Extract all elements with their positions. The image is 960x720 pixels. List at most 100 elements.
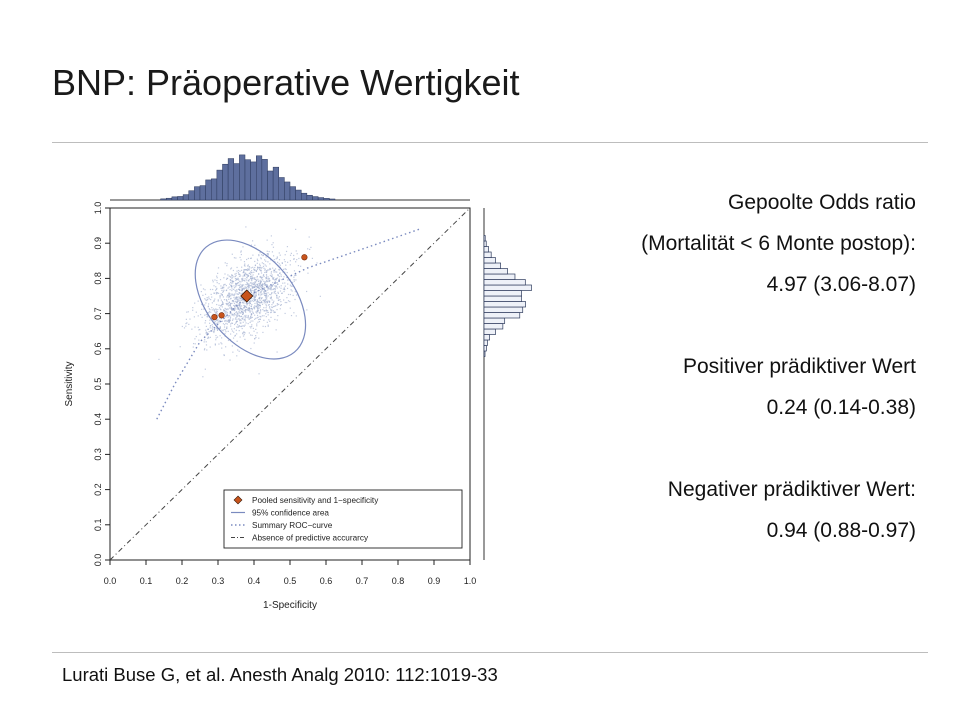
scatter-point <box>231 322 234 324</box>
scatter-point <box>278 269 281 271</box>
scatter-point <box>241 284 243 286</box>
scatter-point <box>263 307 265 309</box>
scatter-point <box>243 279 245 282</box>
scatter-point <box>248 301 250 303</box>
scatter-point <box>199 328 201 331</box>
scatter-point <box>208 303 210 305</box>
scatter-point <box>225 302 227 305</box>
scatter-point <box>236 296 238 299</box>
scatter-point <box>247 283 249 285</box>
scatter-point <box>255 328 257 330</box>
scatter-point <box>265 307 267 309</box>
scatter-point <box>268 279 271 281</box>
scatter-point <box>251 285 253 288</box>
scatter-point <box>199 333 201 335</box>
scatter-point <box>258 320 261 323</box>
scatter-point <box>195 335 197 338</box>
scatter-point <box>279 278 281 280</box>
scatter-point <box>256 286 258 288</box>
legend-entry: Summary ROC−curve <box>252 521 333 530</box>
scatter-point <box>240 269 243 271</box>
scatter-point <box>251 283 253 285</box>
scatter-point <box>231 275 234 277</box>
scatter-point <box>264 287 266 289</box>
scatter-point <box>281 292 283 294</box>
scatter-point <box>257 321 259 323</box>
scatter-point <box>265 315 267 318</box>
scatter-point <box>251 325 253 328</box>
scatter-point <box>222 290 225 293</box>
scatter-point <box>259 252 261 254</box>
scatter-point <box>259 306 261 308</box>
scatter-point <box>283 290 285 293</box>
scatter-point <box>216 327 218 329</box>
scatter-point <box>264 293 266 295</box>
scatter-point <box>227 293 230 295</box>
scatter-point <box>254 306 256 308</box>
x-tick-label: 0.1 <box>140 576 153 586</box>
scatter-point <box>223 326 226 328</box>
scatter-point <box>247 289 249 291</box>
scatter-point <box>250 320 252 322</box>
scatter-point <box>269 288 271 290</box>
scatter-point <box>235 321 238 323</box>
scatter-point <box>287 300 290 302</box>
scatter-point <box>286 287 289 290</box>
scatter-point <box>247 309 249 311</box>
scatter-point <box>255 278 257 281</box>
scatter-point <box>295 274 297 276</box>
scatter-point <box>242 301 244 303</box>
scatter-point <box>258 297 260 300</box>
scatter-point <box>206 299 208 302</box>
scatter-point <box>226 277 229 280</box>
scatter-point <box>236 297 238 299</box>
top-histogram-bar <box>323 198 330 201</box>
scatter-point <box>244 280 246 282</box>
scatter-point <box>236 289 238 291</box>
scatter-point <box>283 287 285 289</box>
scatter-point <box>283 299 285 301</box>
scatter-point <box>236 320 238 322</box>
scatter-point <box>209 346 211 348</box>
scatter-point <box>276 282 278 284</box>
scatter-point <box>233 288 235 290</box>
scatter-point <box>234 300 236 302</box>
scatter-point <box>228 321 230 323</box>
scatter-point <box>230 303 232 305</box>
scatter-point <box>214 298 216 300</box>
scatter-point <box>243 306 246 308</box>
scatter-point <box>231 280 233 282</box>
scatter-point <box>223 285 225 287</box>
scatter-point <box>236 278 238 281</box>
scatter-point <box>269 293 271 296</box>
scatter-point <box>264 294 266 297</box>
scatter-point <box>266 311 268 313</box>
scatter-point <box>206 349 208 351</box>
scatter-point <box>252 286 254 288</box>
scatter-point <box>213 331 215 334</box>
scatter-point <box>259 281 262 283</box>
scatter-point <box>296 259 298 261</box>
scatter-point <box>234 318 236 320</box>
scatter-point <box>207 305 209 307</box>
scatter-point <box>216 311 218 313</box>
scatter-point <box>249 285 251 287</box>
scatter-point <box>223 354 225 356</box>
scatter-point <box>243 319 245 321</box>
scatter-point <box>251 316 253 319</box>
scatter-point <box>237 349 239 351</box>
scatter-point <box>242 288 244 290</box>
scatter-point <box>278 252 280 254</box>
y-tick-label: 0.7 <box>93 307 103 320</box>
scatter-point <box>247 285 249 287</box>
scatter-point <box>233 323 236 326</box>
scatter-point <box>223 283 225 286</box>
scatter-point <box>267 325 269 327</box>
scatter-point <box>268 304 270 306</box>
scatter-point <box>285 250 288 253</box>
scatter-point <box>256 300 259 302</box>
scatter-point <box>253 271 255 273</box>
scatter-point <box>253 298 255 300</box>
scatter-point <box>289 307 291 309</box>
scatter-point <box>268 319 270 321</box>
